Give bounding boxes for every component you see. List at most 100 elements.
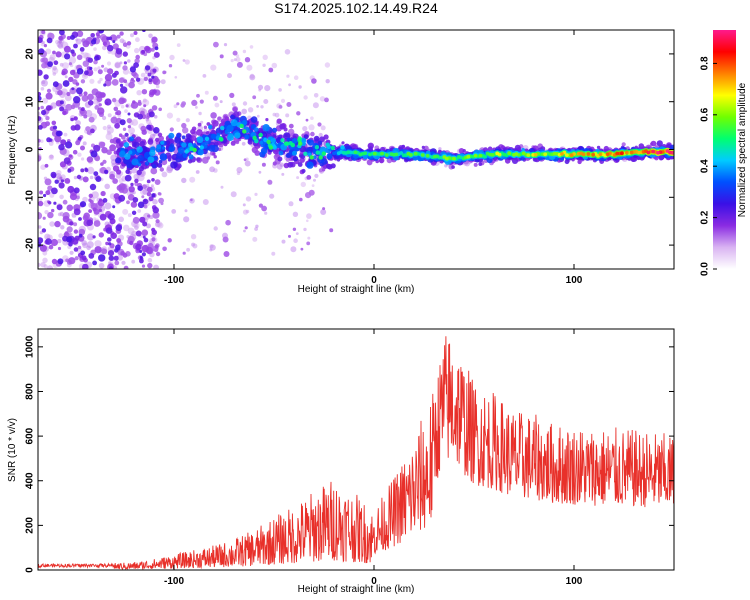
- heatmap-cell: [650, 140, 657, 147]
- heatmap-cell: [268, 145, 274, 150]
- heatmap-cell: [278, 88, 282, 92]
- heatmap-cell: [66, 204, 74, 212]
- heatmap-cell: [109, 138, 115, 144]
- heatmap-cell: [112, 178, 118, 184]
- colorbar-tick-label: 0.2: [700, 210, 711, 224]
- heatmap-cell: [81, 157, 85, 161]
- y-tick-label: 800: [25, 383, 36, 400]
- heatmap-cell: [151, 105, 158, 111]
- heatmap-cell: [84, 70, 89, 76]
- heatmap-cell: [656, 140, 663, 147]
- heatmap-cell: [147, 72, 152, 77]
- heatmap-cell: [325, 142, 330, 147]
- heatmap-cell: [310, 116, 314, 120]
- heatmap-cell: [268, 67, 274, 73]
- y-tick-label: 600: [25, 427, 36, 444]
- heatmap-cell: [634, 145, 638, 149]
- heatmap-cell: [223, 43, 228, 47]
- heatmap-cell: [106, 149, 112, 155]
- heatmap-cell: [73, 96, 81, 104]
- heatmap-cell: [58, 144, 65, 151]
- heatmap-cell: [306, 175, 312, 180]
- heatmap-cell: [131, 259, 136, 264]
- heatmap-cell: [288, 234, 291, 238]
- heatmap-cell: [285, 153, 291, 158]
- heatmap-cell: [665, 149, 670, 153]
- heatmap-cell: [44, 210, 49, 215]
- heatmap-cell: [137, 113, 144, 120]
- heatmap-cell: [153, 127, 160, 134]
- heatmap-cell: [249, 45, 254, 49]
- heatmap-cell: [147, 156, 155, 164]
- heatmap-cell: [63, 45, 71, 53]
- heatmap-cell: [129, 136, 134, 142]
- heatmap-cell: [94, 240, 102, 248]
- heatmap-cell: [43, 193, 47, 198]
- heatmap-cell: [38, 111, 41, 117]
- heatmap-cell: [143, 104, 147, 108]
- heatmap-cell: [152, 211, 160, 219]
- heatmap-cell: [81, 255, 87, 261]
- heatmap-cell: [155, 137, 160, 142]
- heatmap-cell: [242, 203, 246, 207]
- heatmap-cell: [232, 107, 238, 112]
- heatmap-cell: [131, 210, 137, 215]
- heatmap-cell: [148, 78, 153, 83]
- heatmap-cell: [108, 266, 113, 269]
- heatmap-cell: [320, 209, 327, 215]
- heatmap-cell: [102, 198, 108, 203]
- heatmap-cell: [129, 240, 134, 246]
- heatmap-cell: [93, 220, 101, 227]
- heatmap-cell: [181, 122, 187, 129]
- heatmap-cell: [51, 208, 55, 213]
- heatmap-cell: [160, 140, 165, 145]
- heatmap-cell: [197, 122, 202, 127]
- heatmap-cell: [69, 221, 74, 226]
- heatmap-cell: [73, 116, 78, 121]
- heatmap-cell: [143, 199, 147, 203]
- heatmap-cell: [246, 64, 253, 71]
- heatmap-cell: [152, 206, 159, 214]
- heatmap-cell: [57, 258, 64, 265]
- heatmap-cell: [82, 263, 89, 269]
- heatmap-cell: [122, 208, 129, 215]
- heatmap-cell: [298, 141, 303, 146]
- heatmap-cell: [311, 78, 317, 84]
- heatmap-cell: [261, 147, 268, 155]
- heatmap-cell: [183, 216, 190, 223]
- heatmap-cell: [38, 138, 41, 143]
- heatmap-cell: [83, 91, 88, 96]
- heatmap-cell: [98, 30, 105, 34]
- heatmap-cell: [210, 133, 217, 139]
- heatmap-cell: [136, 146, 143, 153]
- heatmap-cell: [85, 126, 91, 132]
- heatmap-cell: [131, 158, 139, 166]
- heatmap-cell: [45, 105, 52, 111]
- heatmap-cell: [318, 155, 323, 160]
- heatmap-cell: [77, 152, 82, 157]
- heatmap-cell: [615, 151, 620, 156]
- heatmap-cell: [80, 250, 86, 256]
- heatmap-cell: [95, 32, 100, 37]
- heatmap-cell: [317, 122, 322, 127]
- heatmap-cell: [127, 235, 135, 243]
- heatmap-cell: [146, 124, 152, 130]
- heatmap-cell: [122, 127, 127, 131]
- heatmap-cell: [514, 152, 519, 156]
- heatmap-cell: [106, 61, 112, 66]
- heatmap-cell: [389, 152, 394, 157]
- heatmap-cell: [158, 107, 162, 112]
- heatmap-cell: [67, 185, 75, 193]
- heatmap-cell: [41, 228, 47, 233]
- heatmap-cell: [116, 34, 121, 39]
- heatmap-cell: [93, 59, 98, 65]
- heatmap-cell: [151, 75, 155, 79]
- heatmap-cell: [87, 100, 94, 106]
- heatmap-cell: [62, 110, 67, 116]
- heatmap-cell: [646, 150, 651, 155]
- heatmap-cell: [307, 236, 311, 240]
- heatmap-cell: [118, 142, 124, 148]
- heatmap-cell: [325, 79, 330, 84]
- heatmap-cell: [274, 112, 280, 118]
